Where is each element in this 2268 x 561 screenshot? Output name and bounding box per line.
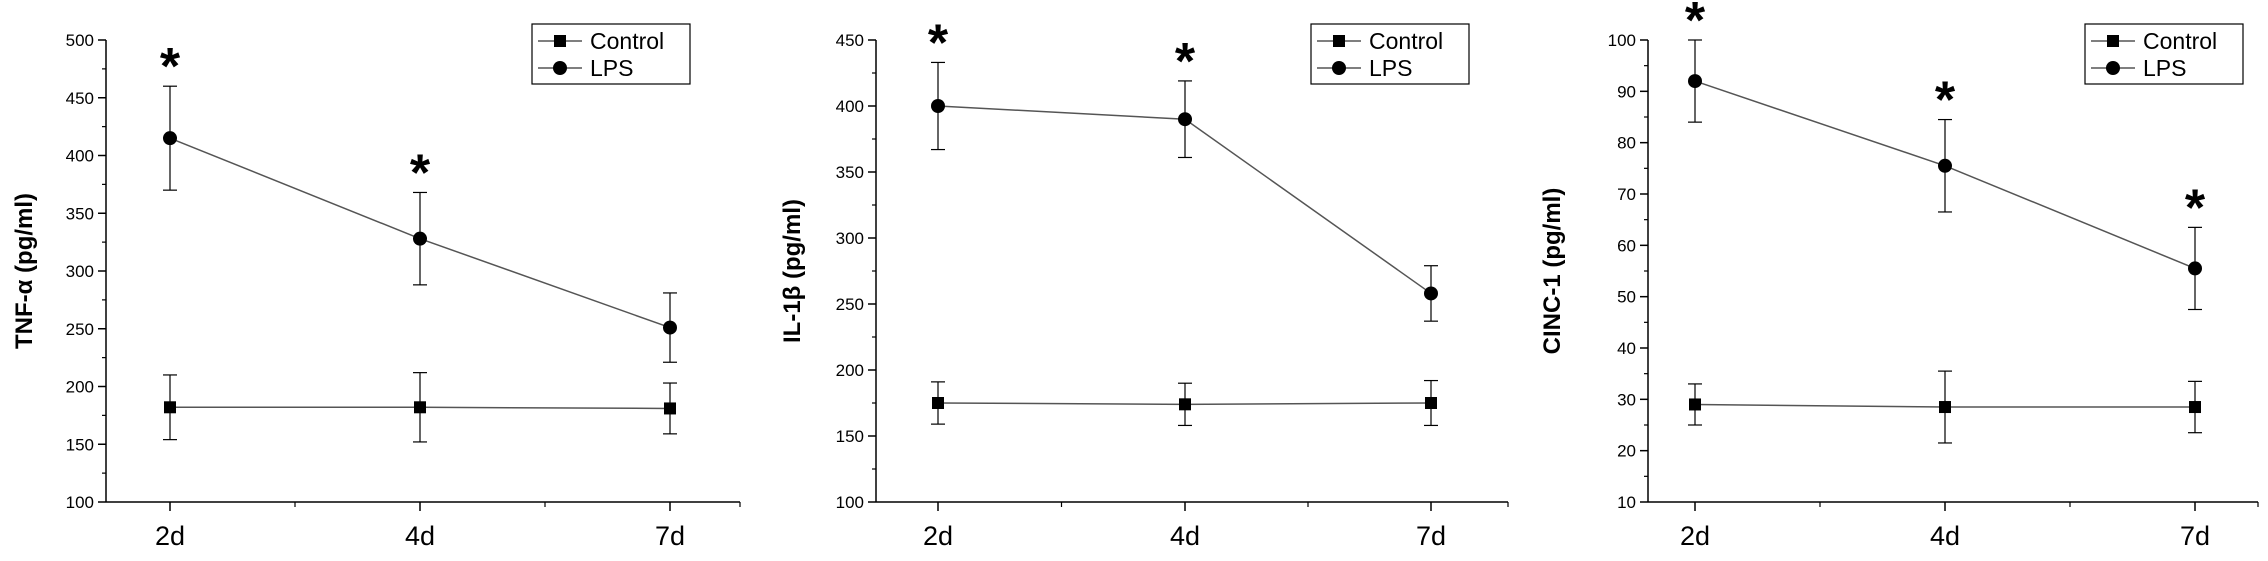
legend-marker-control: [2107, 35, 2119, 47]
data-point-lps: [413, 231, 427, 246]
data-point-control: [932, 397, 944, 409]
x-tick-label: 4d: [1170, 521, 1200, 551]
y-tick-label: 350: [836, 163, 864, 182]
data-point-control: [1425, 397, 1437, 409]
significance-star: *: [160, 38, 181, 96]
y-tick-label: 450: [836, 31, 864, 50]
legend-label-control: Control: [2143, 28, 2217, 54]
y-axis-label: TNF-α (pg/ml): [11, 193, 38, 349]
y-tick-label: 40: [1617, 339, 1636, 358]
y-tick-label: 30: [1617, 390, 1636, 409]
y-tick-label: 90: [1617, 82, 1636, 101]
y-tick-label: 10: [1617, 493, 1636, 512]
x-tick-label: 2d: [155, 521, 185, 551]
y-tick-label: 80: [1617, 134, 1636, 153]
data-point-control: [1689, 398, 1701, 411]
y-tick-label: 20: [1617, 442, 1636, 461]
y-tick-label: 70: [1617, 185, 1636, 204]
x-tick-label: 4d: [1930, 521, 1960, 551]
data-point-lps: [163, 131, 177, 146]
legend-label-lps: LPS: [1369, 55, 1412, 81]
y-tick-label: 60: [1617, 236, 1636, 255]
legend-label-lps: LPS: [2143, 55, 2186, 81]
data-point-lps: [1424, 286, 1438, 301]
data-point-lps: [1178, 112, 1192, 127]
significance-star: *: [2185, 179, 2206, 237]
y-tick-label: 100: [1608, 31, 1636, 50]
y-tick-label: 300: [836, 229, 864, 248]
chart-panel-1: 100 150 200 250 300 350 400 450 500 2d 4d 7d TNF-α (…: [11, 23, 741, 551]
y-tick-label: 50: [1617, 288, 1636, 307]
data-point-control: [1179, 398, 1191, 411]
y-axis-label: IL-1β (pg/ml): [779, 199, 806, 343]
y-tick-label: 150: [836, 427, 864, 446]
legend-label-control: Control: [1369, 28, 1443, 54]
data-point-lps: [1688, 74, 1702, 89]
y-tick-label: 400: [836, 97, 864, 116]
y-tick-label: 350: [66, 204, 94, 223]
legend-marker-control: [1333, 35, 1345, 47]
y-tick-label: 400: [66, 147, 94, 166]
x-tick-label: 4d: [405, 521, 435, 551]
data-point-control: [2189, 401, 2201, 414]
x-tick-label: 2d: [1680, 521, 1710, 551]
y-tick-label: 200: [66, 378, 94, 397]
legend-marker-control: [554, 35, 566, 47]
legend-marker-lps: [1332, 61, 1346, 75]
y-tick-label: 450: [66, 89, 94, 108]
legend-label-control: Control: [590, 28, 664, 54]
y-axis-label: CINC-1 (pg/ml): [1539, 188, 1566, 355]
y-tick-label: 100: [836, 493, 864, 512]
legend-marker-lps: [2106, 61, 2120, 75]
x-tick-label: 7d: [655, 521, 685, 551]
y-tick-label: 300: [66, 262, 94, 281]
data-point-lps: [2188, 261, 2202, 276]
y-tick-label: 250: [836, 295, 864, 314]
significance-star: *: [410, 144, 431, 202]
significance-star: *: [1685, 0, 1706, 50]
legend-marker-lps: [553, 61, 567, 75]
significance-star: *: [1935, 72, 1956, 130]
x-tick-label: 2d: [923, 521, 953, 551]
x-tick-label: 7d: [2180, 521, 2210, 551]
data-point-lps: [931, 99, 945, 113]
chart-panel-2: 100 150 200 250 300 350 400 450 2d 4d 7d IL-1β (pg/…: [779, 14, 1509, 551]
data-point-control: [664, 402, 676, 415]
data-point-lps: [1938, 158, 1952, 173]
significance-star: *: [1175, 33, 1196, 91]
data-point-lps: [663, 320, 677, 335]
significance-star: *: [928, 14, 949, 72]
data-point-control: [164, 401, 176, 414]
data-point-control: [414, 401, 426, 414]
legend-label-lps: LPS: [590, 55, 633, 81]
data-point-control: [1939, 401, 1951, 414]
x-tick-label: 7d: [1416, 521, 1446, 551]
y-tick-label: 100: [66, 493, 94, 512]
y-tick-label: 200: [836, 361, 864, 380]
y-tick-label: 150: [66, 435, 94, 454]
chart-panel-3: 10 20 30 40 50 60 70 80 90 100 2d 4d 7d CINC-1 (pg/ml…: [1539, 0, 2259, 551]
y-tick-label: 250: [66, 320, 94, 339]
y-tick-label: 500: [66, 31, 94, 50]
